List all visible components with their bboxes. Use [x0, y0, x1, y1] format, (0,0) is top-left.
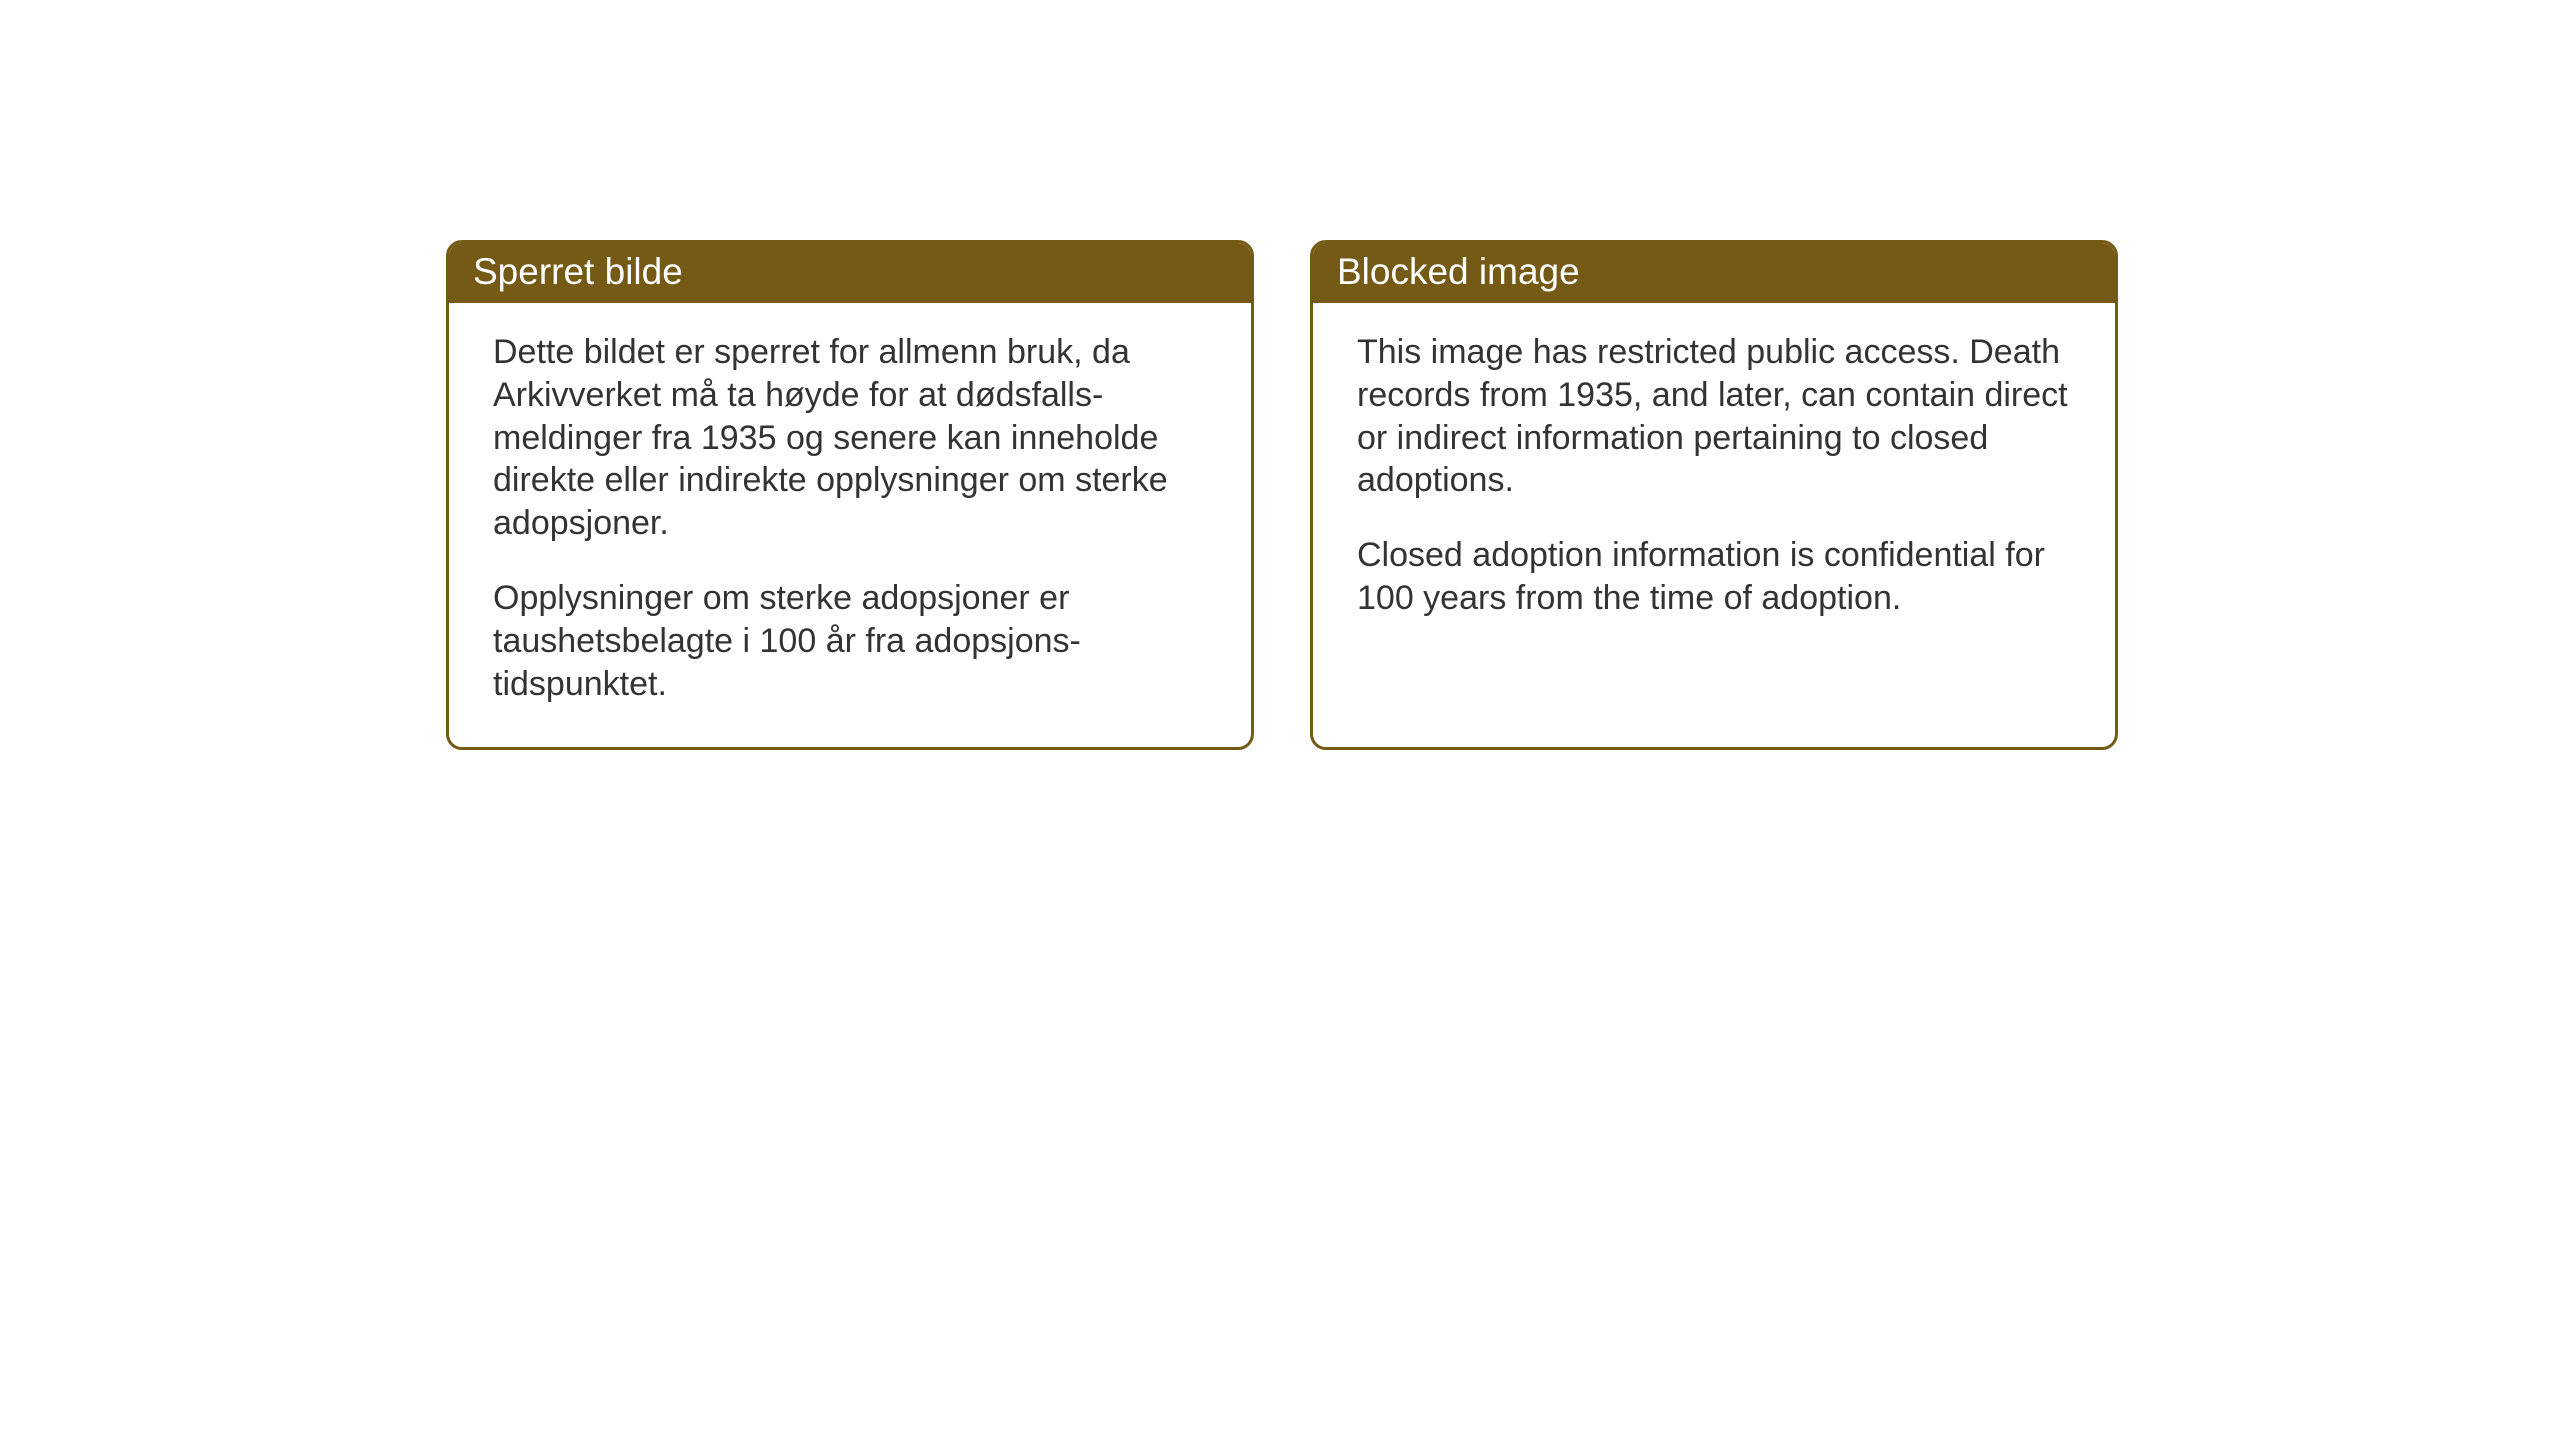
- english-card-title: Blocked image: [1313, 243, 2115, 303]
- norwegian-card-body: Dette bildet er sperret for allmenn bruk…: [449, 303, 1251, 746]
- norwegian-paragraph-1: Dette bildet er sperret for allmenn bruk…: [493, 331, 1207, 545]
- norwegian-card: Sperret bilde Dette bildet er sperret fo…: [446, 240, 1254, 750]
- english-paragraph-1: This image has restricted public access.…: [1357, 331, 2071, 502]
- english-card: Blocked image This image has restricted …: [1310, 240, 2118, 750]
- english-paragraph-2: Closed adoption information is confident…: [1357, 534, 2071, 620]
- cards-container: Sperret bilde Dette bildet er sperret fo…: [0, 0, 2560, 750]
- norwegian-paragraph-2: Opplysninger om sterke adopsjoner er tau…: [493, 577, 1207, 705]
- english-card-body: This image has restricted public access.…: [1313, 303, 2115, 660]
- norwegian-card-title: Sperret bilde: [449, 243, 1251, 303]
